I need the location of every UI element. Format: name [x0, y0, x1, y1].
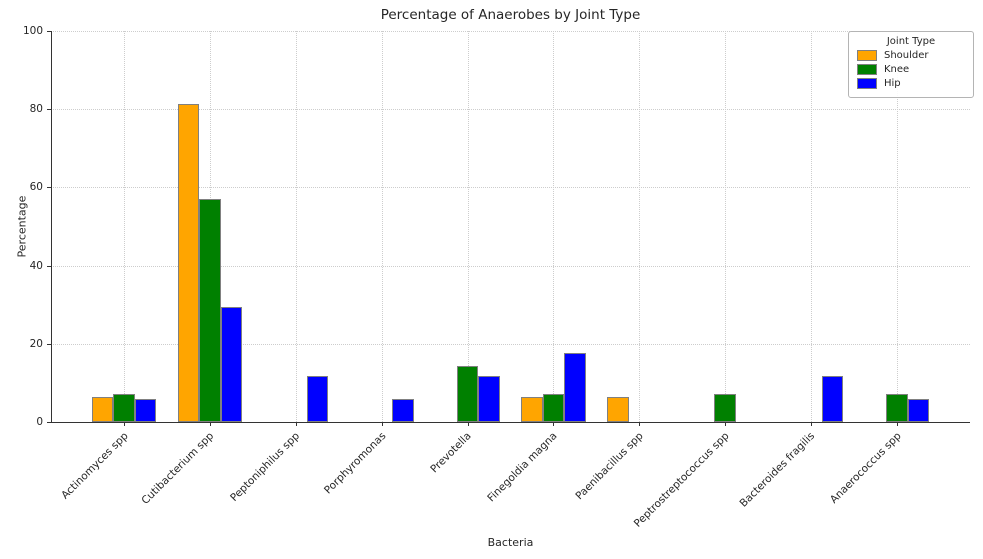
bar-hip-9 [907, 398, 929, 422]
bar-shoulder-6 [607, 397, 629, 422]
x-tick-label: Finegoldia magna [485, 430, 560, 505]
bar-hip-2 [306, 375, 329, 422]
x-tick-mark [896, 422, 898, 426]
x-tick-mark [810, 422, 812, 426]
hip-color-swatch [857, 78, 877, 89]
legend-label-knee: Knee [884, 64, 910, 75]
legend-item-hip: Hip [857, 78, 965, 89]
y-tick-label: 80 [29, 103, 43, 116]
y-tick-mark [47, 343, 51, 345]
y-tick-label: 100 [22, 25, 43, 37]
x-tick-mark [124, 422, 126, 426]
x-gridline [725, 31, 727, 422]
y-gridline [51, 31, 970, 32]
bar-hip-1 [220, 307, 243, 422]
bar-shoulder-5 [521, 397, 543, 422]
y-axis-label: Percentage [15, 195, 29, 258]
bar-shoulder-0 [92, 397, 114, 422]
legend-item-knee: Knee [857, 64, 965, 75]
bar-knee-4 [456, 366, 479, 422]
knee-color-swatch [857, 64, 877, 75]
x-tick-mark [639, 422, 641, 426]
y-gridline [51, 343, 970, 345]
chart-title: Percentage of Anaerobes by Joint Type [380, 7, 641, 23]
x-tick-label: Actinomyces spp [59, 430, 131, 502]
plot-area [47, 31, 970, 426]
y-tick-label: 0 [36, 416, 43, 428]
legend-item-shoulder: Shoulder [857, 50, 965, 61]
y-tick-mark [47, 187, 51, 189]
x-tick-mark [381, 422, 383, 426]
bar-knee-0 [113, 394, 135, 422]
x-gridline [295, 31, 297, 422]
x-tick-label: Bacteroides fragilis [737, 430, 818, 510]
y-tick-label: 40 [29, 259, 43, 272]
shoulder-color-swatch [857, 50, 877, 61]
legend-label-shoulder: Shoulder [884, 50, 929, 61]
bar-knee-1 [199, 198, 221, 422]
x-tick-label: Anaerococcus spp [827, 430, 904, 506]
bar-knee-5 [542, 394, 565, 422]
bar-hip-8 [821, 375, 844, 422]
y-tick-label: 60 [29, 181, 43, 194]
y-tick-label: 20 [29, 337, 43, 350]
x-tick-label: Peptrostreptococcus spp [631, 430, 732, 530]
x-tick-mark [295, 422, 297, 426]
x-gridline [467, 31, 469, 422]
x-tick-label: Peptoniphilus spp [228, 430, 303, 504]
x-tick-label: Porphyromonas [321, 430, 389, 497]
x-tick-mark [553, 422, 555, 426]
bar-knee-9 [886, 394, 908, 422]
bar-hip-4 [478, 375, 500, 422]
bar-shoulder-1 [177, 104, 200, 422]
legend: Joint Type Shoulder Knee Hip [848, 31, 974, 98]
y-tick-mark [47, 265, 51, 267]
legend-title: Joint Type [886, 36, 936, 47]
x-gridline [639, 31, 641, 422]
bar-hip-3 [392, 398, 414, 422]
x-tick-label: Paenibacillus spp [573, 430, 646, 503]
bar-hip-5 [564, 353, 586, 422]
x-tick-mark [210, 422, 212, 426]
y-axis-line [51, 31, 52, 422]
x-tick-mark [725, 422, 727, 426]
x-gridline [124, 31, 126, 422]
y-tick-mark [47, 109, 51, 111]
bar-hip-0 [134, 398, 157, 422]
legend-items: Shoulder Knee Hip [857, 50, 965, 89]
y-gridline [51, 187, 970, 189]
x-gridline [381, 31, 383, 422]
x-gridline [896, 31, 898, 422]
y-gridline [51, 265, 970, 267]
legend-label-hip: Hip [884, 78, 901, 89]
bar-knee-7 [714, 394, 736, 422]
x-tick-mark [467, 422, 469, 426]
y-tick-mark [47, 422, 51, 423]
y-tick-mark [47, 31, 51, 32]
x-axis-label: Bacteria [487, 536, 534, 549]
x-axis-line [51, 422, 970, 423]
x-tick-label: Cutibacterium spp [139, 430, 217, 507]
x-tick-label: Prevotella [428, 430, 475, 476]
x-gridline [810, 31, 812, 422]
x-gridline [553, 31, 555, 422]
y-gridline [51, 109, 970, 111]
